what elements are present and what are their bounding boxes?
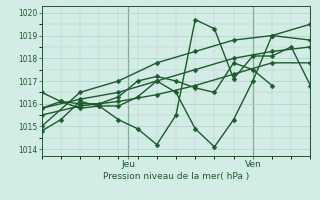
X-axis label: Pression niveau de la mer( hPa ): Pression niveau de la mer( hPa ): [103, 172, 249, 181]
